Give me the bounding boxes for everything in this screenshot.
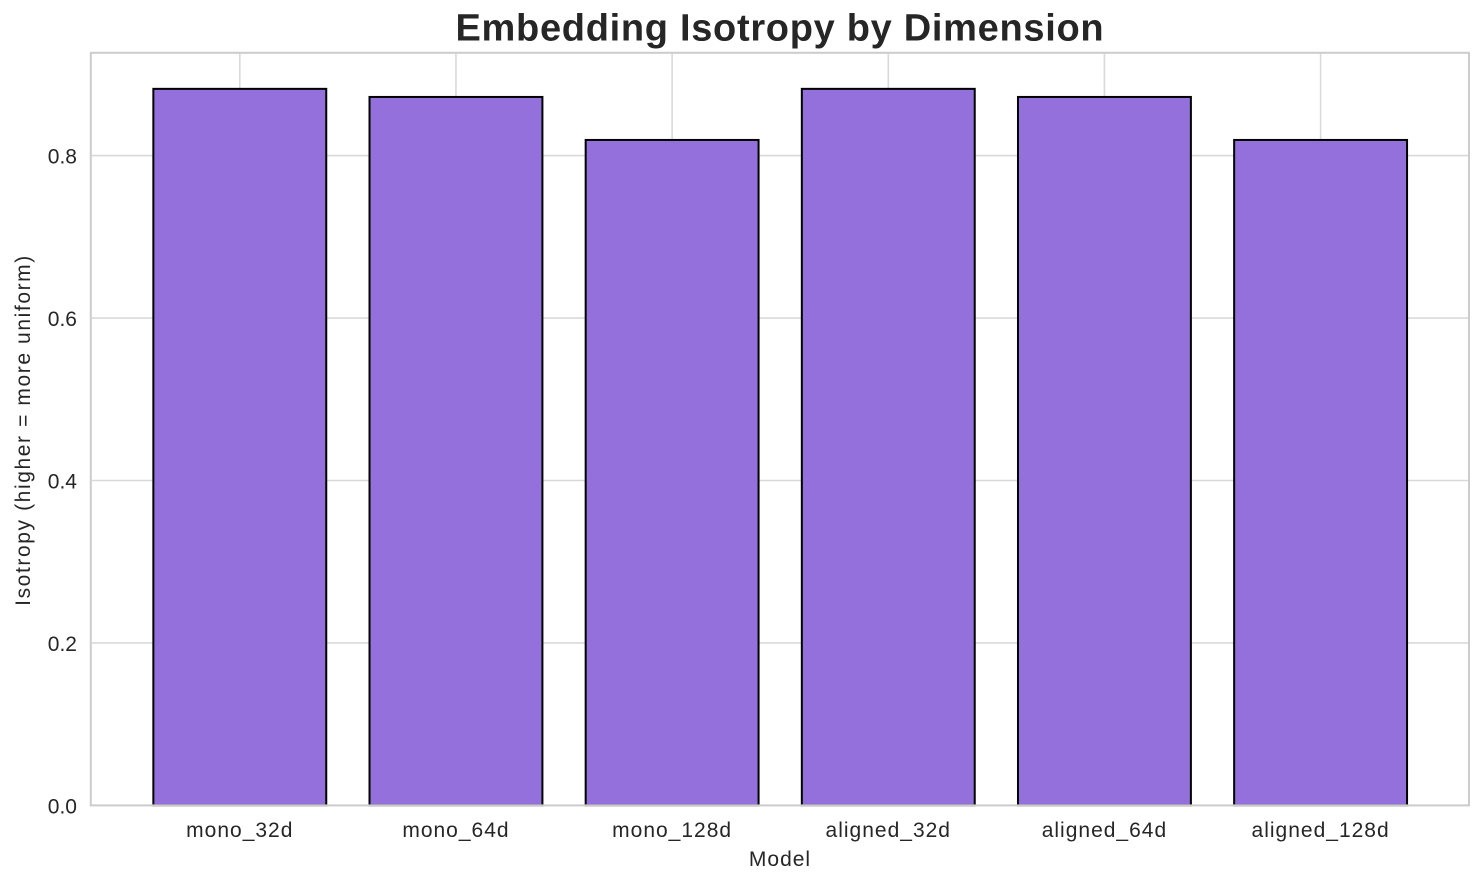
svg-text:mono_32d: mono_32d	[186, 819, 293, 842]
svg-text:0.8: 0.8	[48, 146, 77, 169]
svg-text:Model: Model	[749, 848, 811, 871]
svg-text:aligned_64d: aligned_64d	[1042, 819, 1167, 842]
svg-text:aligned_32d: aligned_32d	[826, 819, 951, 842]
svg-text:0.0: 0.0	[48, 795, 77, 818]
svg-text:mono_128d: mono_128d	[612, 819, 732, 842]
svg-text:aligned_128d: aligned_128d	[1252, 819, 1390, 842]
svg-text:Isotropy (higher = more unifor: Isotropy (higher = more uniform)	[12, 254, 35, 606]
svg-text:0.4: 0.4	[48, 471, 78, 494]
svg-text:mono_64d: mono_64d	[402, 819, 509, 842]
svg-text:0.2: 0.2	[48, 633, 77, 656]
svg-text:Embedding Isotropy by Dimensio: Embedding Isotropy by Dimension	[456, 7, 1105, 49]
svg-text:0.6: 0.6	[48, 308, 77, 331]
